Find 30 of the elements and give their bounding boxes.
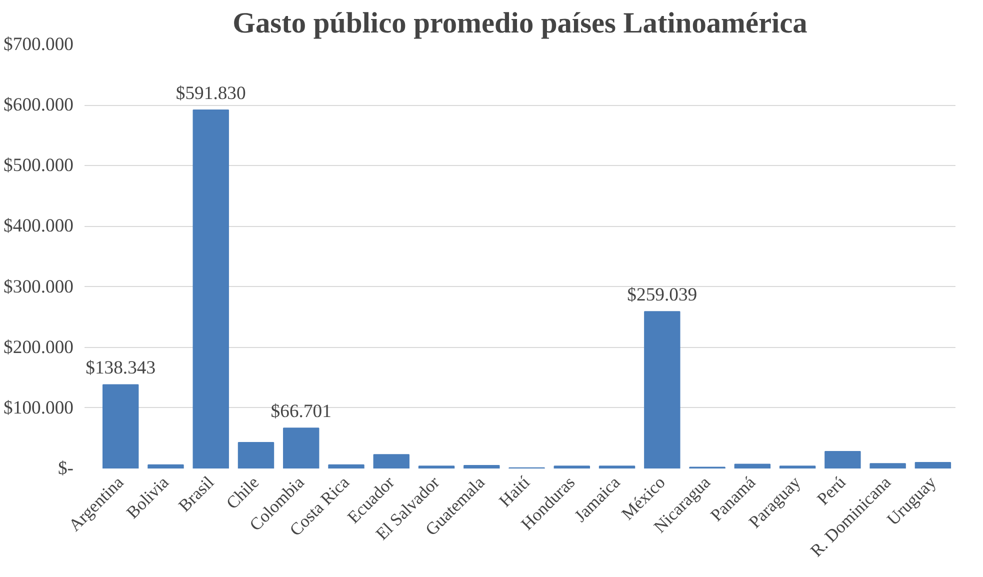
y-tick-label: $700.000 <box>4 34 74 55</box>
bar <box>192 110 229 468</box>
bar <box>779 466 816 468</box>
bar <box>734 464 771 468</box>
y-tick-label: $500.000 <box>4 155 74 176</box>
y-tick-label: $100.000 <box>4 397 74 418</box>
bar <box>464 464 500 468</box>
y-tick-label: $600.000 <box>4 94 74 116</box>
y-tick-label: $400.000 <box>4 216 74 237</box>
bar <box>824 451 861 468</box>
bar <box>328 464 364 468</box>
data-label: $138.343 <box>86 358 156 379</box>
bar <box>148 464 184 468</box>
bar <box>373 454 410 468</box>
y-tick-label: $300.000 <box>4 276 74 298</box>
bar <box>554 466 590 468</box>
bar <box>870 463 906 468</box>
bar <box>914 462 952 468</box>
data-label: $66.701 <box>270 401 332 422</box>
chart-title: Gasto público promedio países Latinoamérica <box>232 8 808 40</box>
bar <box>283 428 320 468</box>
bar <box>418 466 455 468</box>
bar <box>102 384 139 468</box>
bar <box>644 311 680 468</box>
bar <box>598 466 636 468</box>
bar <box>238 442 274 468</box>
data-label: $259.039 <box>627 284 698 306</box>
data-label: $591.830 <box>176 83 246 104</box>
y-tick-label: $- <box>58 458 74 479</box>
y-tick-label: $200.000 <box>4 336 74 358</box>
